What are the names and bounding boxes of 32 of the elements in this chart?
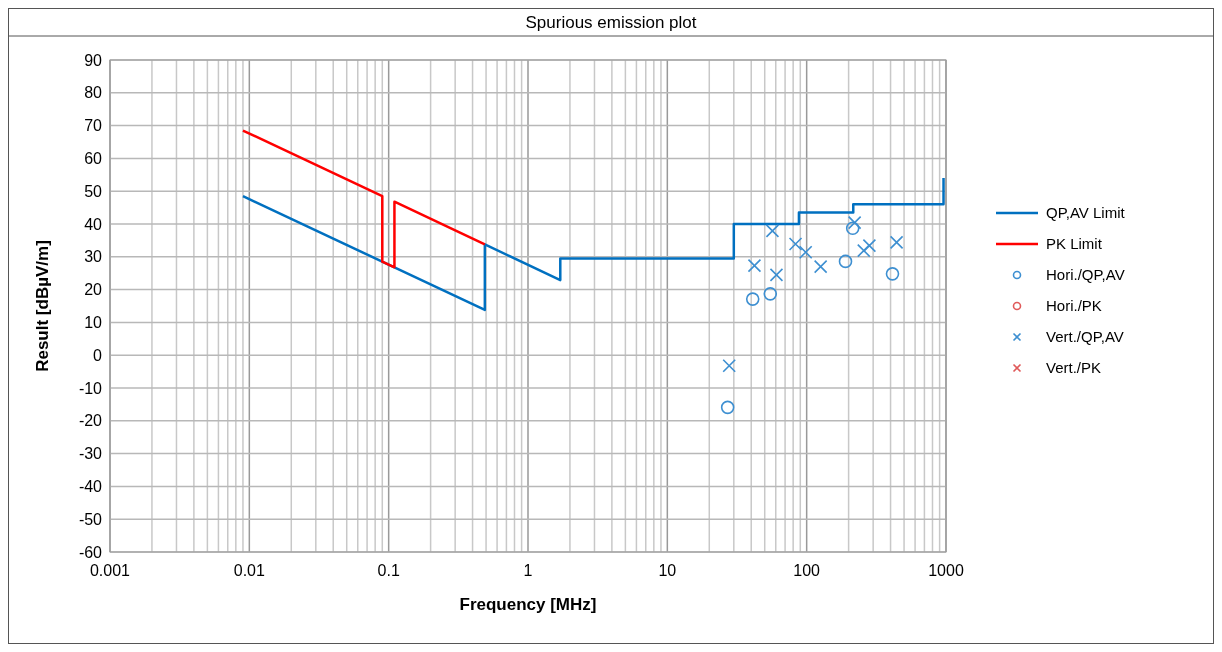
- x-tick-label: 1: [523, 562, 533, 579]
- x-axis-title: Frequency [MHz]: [459, 595, 597, 614]
- legend-label: Vert./QP,AV: [1046, 328, 1124, 346]
- legend-label: PK Limit: [1046, 235, 1103, 253]
- y-tick-label: -20: [78, 412, 103, 430]
- x-tick-label: 1000: [928, 562, 964, 579]
- legend-label: Vert./PK: [1046, 359, 1102, 377]
- legend-label: Hori./QP,AV: [1046, 266, 1125, 284]
- legend-label: Hori./PK: [1046, 297, 1102, 315]
- y-tick-label: 10: [84, 314, 103, 331]
- x-tick-label: 0.1: [377, 562, 400, 579]
- y-tick-label: -30: [78, 445, 103, 463]
- y-tick-label: 80: [84, 84, 103, 102]
- y-tick-label: 50: [84, 182, 103, 200]
- y-tick-label: 70: [84, 117, 103, 135]
- y-tick-label: 30: [84, 248, 103, 266]
- chart-title: Spurious emission plot: [525, 13, 697, 32]
- x-tick-label: 10: [658, 562, 677, 579]
- y-tick-label: 60: [84, 150, 103, 167]
- y-axis-title: Result [dBµV/m]: [33, 240, 52, 372]
- y-tick-label: 40: [84, 215, 103, 233]
- y-tick-label: 20: [84, 281, 103, 299]
- y-tick-label: -10: [78, 379, 103, 397]
- y-tick-label: 0: [93, 346, 103, 364]
- y-tick-label: -60: [78, 543, 103, 561]
- y-tick-label: 90: [84, 51, 103, 69]
- x-tick-label: 0.01: [233, 562, 266, 579]
- legend-label: QP,AV Limit: [1046, 204, 1126, 222]
- y-tick-label: -40: [78, 478, 103, 495]
- y-tick-label: -50: [78, 510, 103, 528]
- x-tick-label: 100: [793, 562, 821, 579]
- x-tick-label: 0.001: [89, 562, 131, 579]
